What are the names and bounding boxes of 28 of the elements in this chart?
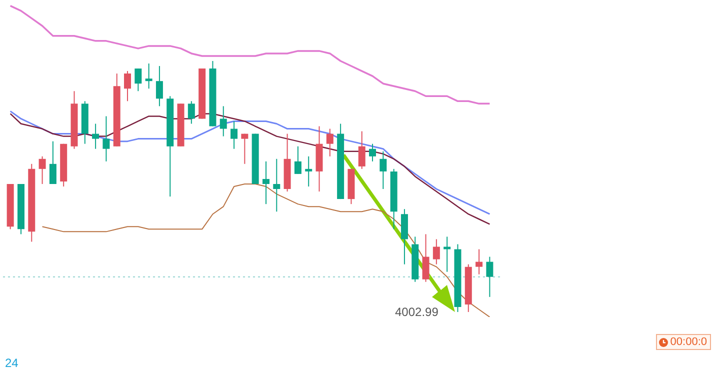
candlestick xyxy=(220,106,227,137)
candlestick xyxy=(369,143,376,162)
annotation: 4002.99 xyxy=(395,305,438,319)
candlestick xyxy=(188,100,195,124)
candlestick xyxy=(380,150,387,190)
candlestick xyxy=(92,123,100,150)
candlestick xyxy=(49,140,56,184)
candlestick xyxy=(305,156,312,187)
candlestick xyxy=(230,120,238,150)
candlestick xyxy=(124,70,132,102)
candlestick xyxy=(241,133,248,164)
candlestick xyxy=(273,158,280,212)
candlestick xyxy=(145,63,152,90)
candlestick xyxy=(444,236,451,272)
candlestick xyxy=(38,156,46,184)
candlestick xyxy=(102,116,110,162)
candlestick xyxy=(486,256,494,298)
candlestick xyxy=(134,68,142,92)
candlestick xyxy=(156,66,163,107)
candlestick xyxy=(422,234,430,282)
candlestick xyxy=(262,160,270,205)
text: 24 xyxy=(5,356,18,370)
candlestick xyxy=(294,146,302,174)
text: 00:00:0 xyxy=(670,336,707,348)
candlestick xyxy=(358,130,366,170)
candlestick xyxy=(476,248,483,275)
candlestick xyxy=(326,128,334,157)
candlestick xyxy=(432,238,440,265)
